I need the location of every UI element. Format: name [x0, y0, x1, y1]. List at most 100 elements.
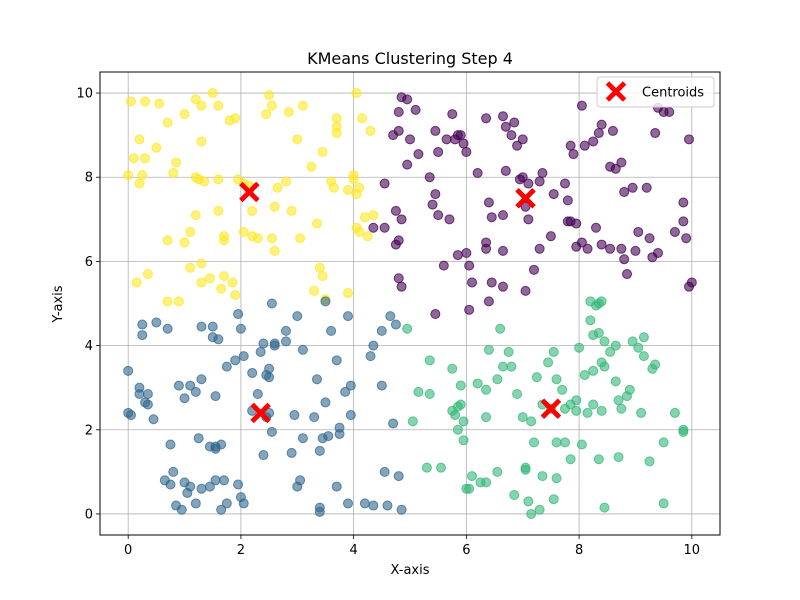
data-point: [517, 134, 528, 145]
data-point: [385, 311, 396, 322]
data-point: [207, 88, 218, 99]
data-point: [247, 367, 258, 378]
legend-box: [596, 76, 715, 108]
data-point: [613, 395, 624, 406]
data-point: [599, 502, 610, 513]
data-point: [126, 410, 136, 421]
data-point: [433, 146, 444, 157]
data-point: [500, 121, 511, 132]
data-point: [238, 498, 249, 509]
data-point: [137, 330, 148, 341]
data-point: [213, 100, 224, 111]
data-point: [664, 106, 675, 117]
data-point: [190, 498, 201, 509]
data-point: [658, 437, 669, 448]
data-point: [295, 475, 306, 486]
data-point: [588, 365, 599, 376]
data-point: [168, 466, 179, 477]
data-point: [486, 212, 497, 223]
data-point: [498, 245, 508, 256]
data-point: [458, 435, 469, 446]
data-point: [314, 502, 325, 513]
data-point: [678, 197, 689, 208]
data-point: [173, 296, 184, 307]
data-point: [424, 388, 435, 399]
data-point: [219, 231, 229, 242]
data-point: [678, 426, 689, 437]
data-point: [610, 340, 621, 351]
data-point: [334, 422, 345, 433]
data-point: [137, 319, 148, 330]
data-point: [492, 374, 503, 385]
data-point: [368, 340, 379, 351]
data-point: [593, 454, 604, 465]
cluster-series-2: [123, 296, 407, 517]
data-point: [162, 235, 173, 246]
data-point: [450, 410, 461, 421]
data-point: [616, 157, 627, 168]
data-point: [266, 298, 277, 309]
data-point: [576, 439, 587, 450]
data-point: [571, 405, 582, 416]
data-point: [154, 98, 165, 109]
data-point: [230, 290, 241, 301]
data-point: [526, 416, 537, 427]
data-point: [190, 210, 201, 221]
data-point: [650, 128, 661, 139]
data-point: [255, 346, 266, 357]
data-point: [185, 226, 196, 237]
data-point: [134, 178, 145, 189]
x-tick-label: 2: [237, 543, 245, 558]
x-tick-label: 10: [684, 543, 701, 558]
data-point: [362, 231, 373, 242]
data-point: [529, 437, 539, 448]
data-point: [196, 321, 207, 332]
y-tick-label: 0: [85, 507, 93, 522]
data-point: [545, 231, 556, 242]
data-point: [551, 473, 562, 484]
data-point: [678, 216, 689, 227]
data-point: [140, 153, 151, 164]
data-point: [447, 109, 458, 120]
data-point: [424, 355, 435, 366]
data-point: [574, 342, 585, 353]
data-point: [458, 416, 469, 427]
data-point: [213, 174, 224, 185]
data-point: [481, 477, 492, 488]
data-point: [498, 111, 508, 122]
data-point: [653, 247, 663, 258]
data-point: [481, 384, 492, 395]
data-point: [512, 140, 523, 151]
data-point: [517, 412, 528, 423]
plot-frame: [99, 71, 721, 536]
data-point: [258, 338, 269, 349]
data-point: [464, 483, 475, 494]
data-point: [331, 355, 342, 366]
data-point: [430, 125, 441, 136]
data-point: [452, 424, 463, 435]
data-point: [638, 332, 649, 343]
data-point: [588, 136, 599, 147]
data-point: [266, 233, 277, 244]
data-point: [379, 222, 390, 233]
data-point: [402, 159, 413, 170]
data-point: [252, 388, 263, 399]
data-point: [289, 410, 300, 421]
data-point: [128, 153, 139, 164]
data-point: [579, 370, 590, 381]
data-point: [627, 336, 638, 347]
data-point: [269, 201, 280, 212]
data-point: [165, 439, 176, 450]
data-point: [297, 344, 308, 355]
data-point: [560, 437, 570, 448]
data-point: [185, 380, 196, 391]
data-point: [343, 311, 353, 322]
data-point: [520, 462, 531, 473]
data-point: [151, 317, 162, 328]
data-point: [348, 174, 359, 185]
data-point: [221, 498, 232, 509]
data-point: [520, 201, 531, 212]
data-point: [343, 498, 353, 509]
data-point: [230, 355, 241, 366]
data-point: [509, 490, 520, 501]
